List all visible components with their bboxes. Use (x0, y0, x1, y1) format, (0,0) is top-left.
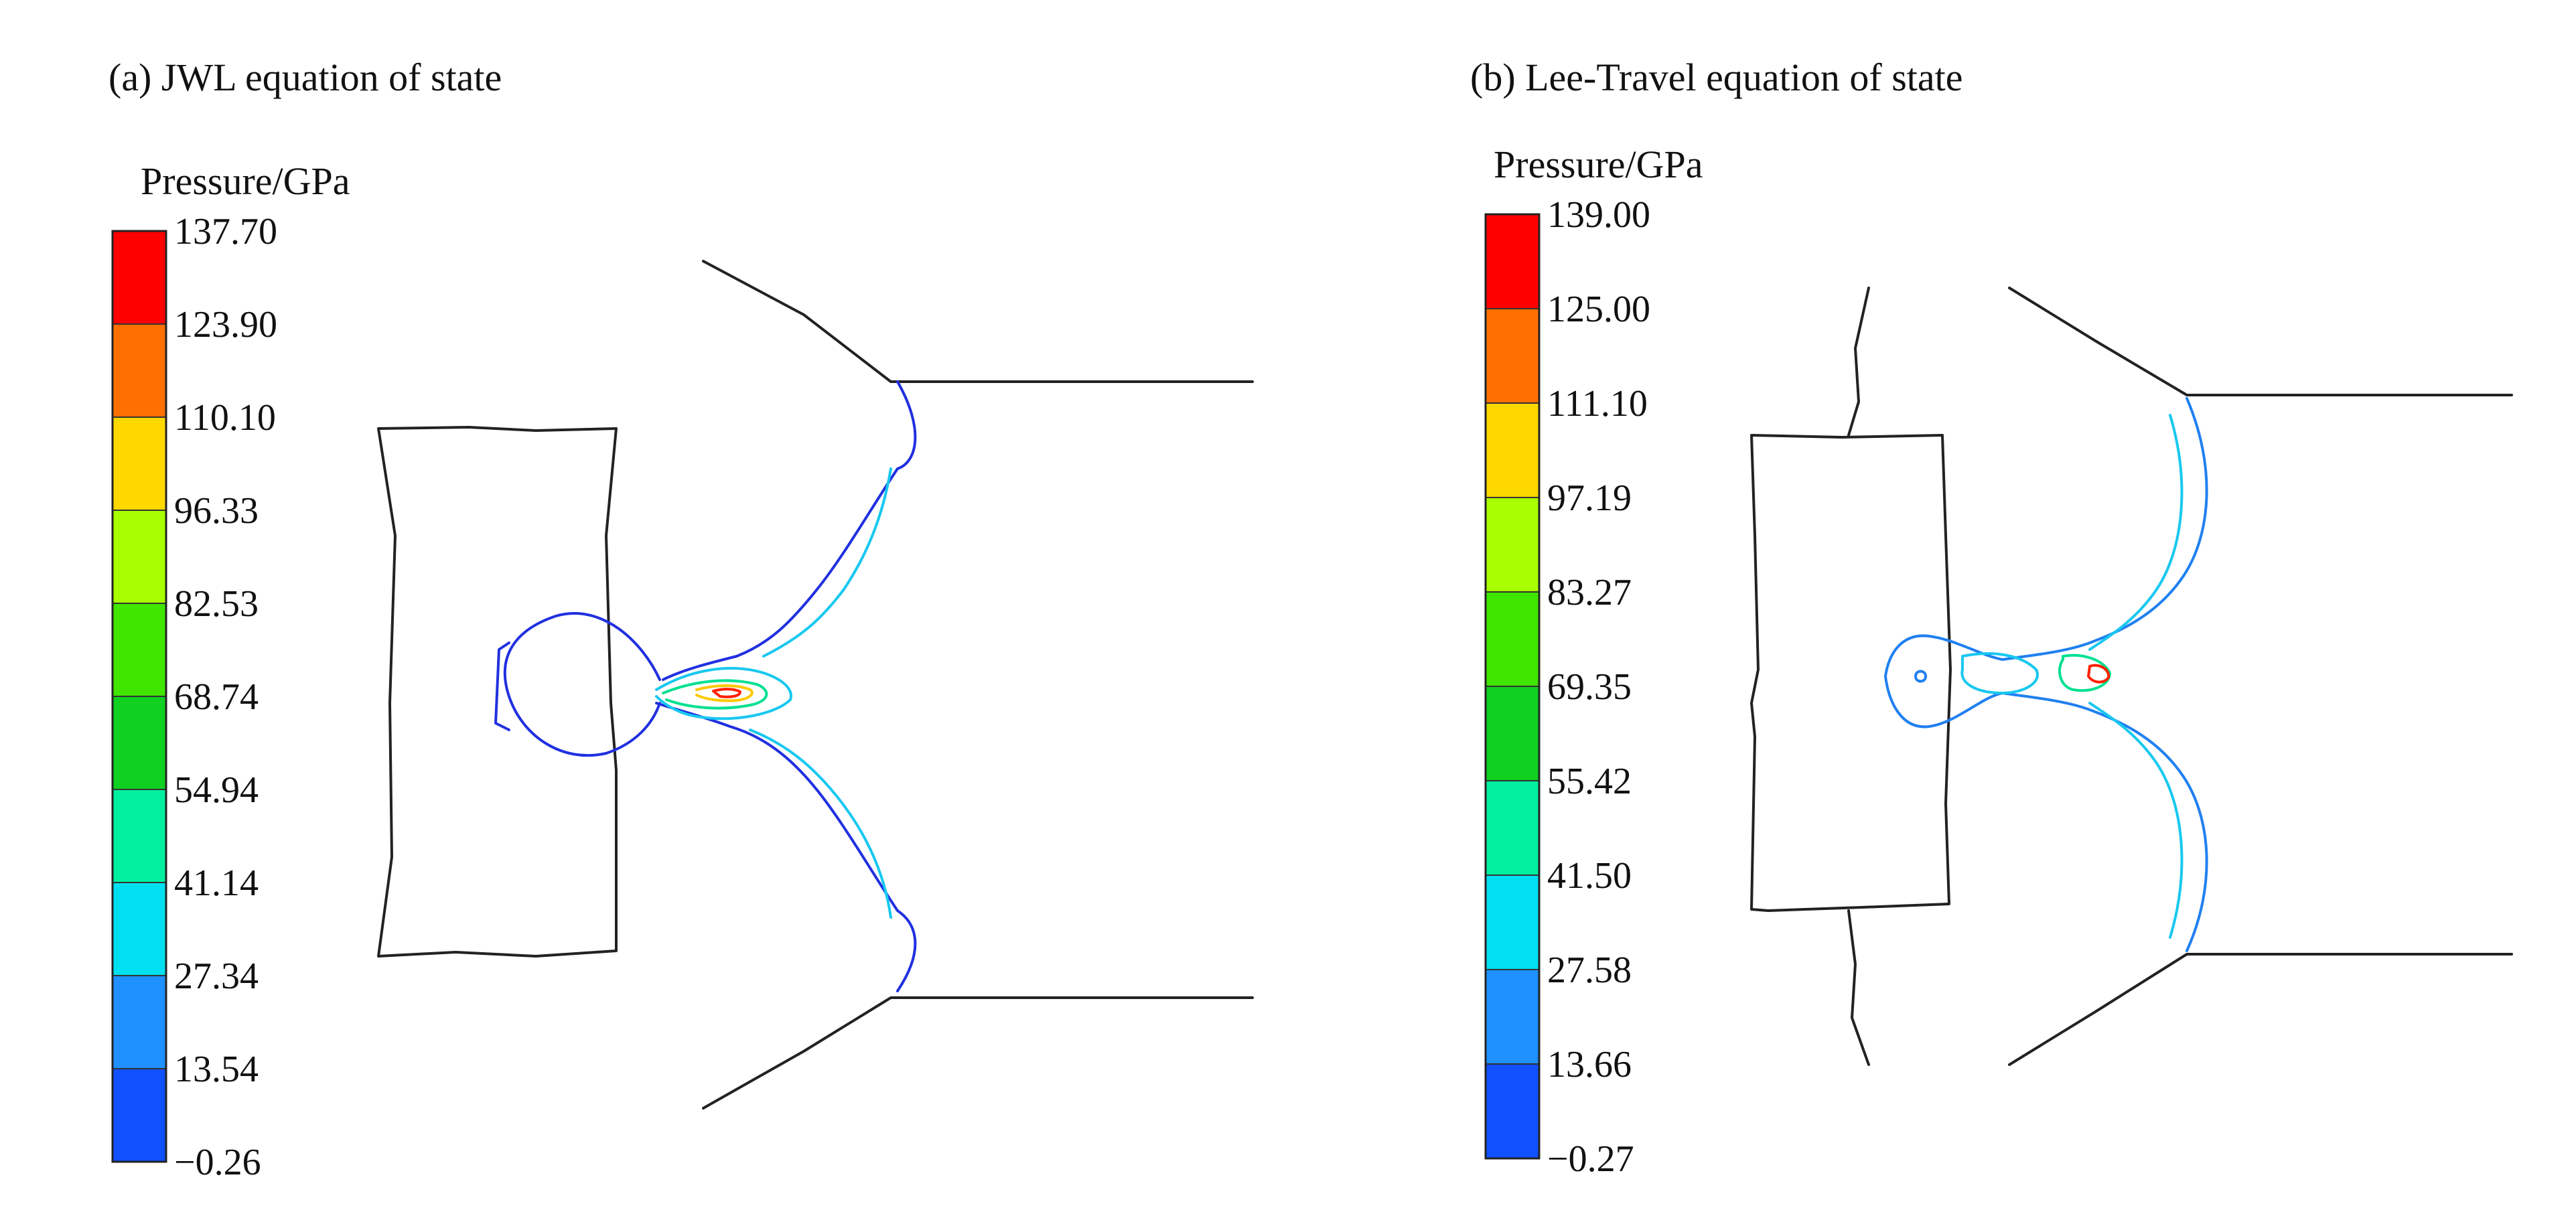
panel-b-legend-title: Pressure/GPa (1494, 143, 1703, 186)
colorbar-tick-label: −0.27 (1547, 1138, 1634, 1180)
colorbar-tick-label: 13.66 (1547, 1044, 1632, 1085)
panel-a-contour-jet-mid (662, 679, 768, 710)
panel-a-colorbar: Pressure/GPa 137.70 123.90 110.10 96.33 82.5… (111, 159, 350, 1183)
panel-a-colorbar-bands (111, 230, 167, 1163)
colorbar-band (112, 230, 167, 325)
colorbar-band (1485, 1063, 1540, 1159)
colorbar-band (112, 416, 167, 511)
panel-a-contour-upper-arm (762, 467, 892, 658)
colorbar-band (1485, 686, 1540, 781)
colorbar-band (112, 510, 167, 604)
panel-a-contour-outer-lower (655, 702, 917, 992)
panel-a-block-outline (377, 426, 618, 958)
panel-b-block-outline (1750, 434, 1952, 912)
panel-a-contour-left-lobe (503, 612, 661, 757)
colorbar-band (1485, 780, 1540, 876)
panel-b-crack-bottom (1847, 909, 1870, 1066)
panel-a-contour-jet-inner (695, 684, 754, 702)
panel-a-legend-title: Pressure/GPa (141, 159, 350, 203)
panel-b-colorbar-bands (1484, 213, 1541, 1160)
panel-a-title: (a) JWL equation of state (109, 56, 502, 99)
colorbar-tick-label: 41.50 (1547, 855, 1632, 897)
panel-a-colorbar-labels: 137.70 123.90 110.10 96.33 82.53 68.74 54.94 41… (174, 211, 277, 1183)
panel-a-contour-left-edge (494, 641, 510, 731)
colorbar-band (1485, 591, 1540, 687)
colorbar-tick-label: 125.00 (1547, 289, 1650, 330)
panel-b-title: (b) Lee-Travel equation of state (1470, 56, 1962, 99)
colorbar-tick-label: −0.26 (174, 1142, 261, 1183)
colorbar-band (1485, 214, 1540, 309)
panel-a-upper-wall (702, 260, 1254, 383)
colorbar-band (112, 323, 167, 418)
colorbar-band (1485, 308, 1540, 404)
colorbar-tick-label: 110.10 (174, 397, 276, 439)
colorbar-tick-label: 13.54 (174, 1049, 259, 1090)
panel-b-contour-outer-lower (1884, 675, 2208, 952)
colorbar-tick-label: 139.00 (1547, 194, 1650, 236)
panel-b-colorbar: Pressure/GPa 139.00 125.00 111.10 97.19 83.2… (1484, 143, 1703, 1180)
colorbar-band (112, 975, 167, 1069)
panel-b-contour-inner-lower (2088, 702, 2184, 939)
colorbar-tick-label: 27.58 (1547, 949, 1632, 991)
colorbar-band (1485, 969, 1540, 1065)
panel-b-colorbar-labels: 139.00 125.00 111.10 97.19 83.27 69.35 55.42 41… (1547, 194, 1650, 1180)
panel-a: (a) JWL equation of state Pressure/GPa 1… (109, 56, 1254, 1183)
panel-b-contour-mid (2058, 654, 2111, 692)
panel-a-contour-jet-core (712, 688, 741, 698)
colorbar-tick-label: 97.19 (1547, 477, 1632, 519)
panel-b-contour-lobe (1960, 652, 2039, 694)
panel-b-contour-core (2087, 664, 2110, 684)
colorbar-band (112, 882, 167, 976)
panel-a-contour-jet-outer (655, 667, 792, 720)
colorbar-tick-label: 27.34 (174, 956, 259, 997)
panel-b-simulation (1750, 287, 2513, 1066)
colorbar-band (112, 789, 167, 883)
panel-a-simulation (377, 260, 1254, 1110)
panel-b-contour-small-ring (1914, 670, 1927, 683)
colorbar-band (112, 1068, 167, 1162)
colorbar-tick-label: 137.70 (174, 211, 277, 252)
colorbar-tick-label: 96.33 (174, 490, 259, 532)
panel-b-contour-outer-upper (1884, 397, 2208, 678)
colorbar-tick-label: 54.94 (174, 769, 259, 811)
panel-a-contour-lower-arm (749, 729, 892, 919)
colorbar-band (112, 603, 167, 697)
colorbar-tick-label: 123.90 (174, 304, 277, 346)
colorbar-tick-label: 83.27 (1547, 572, 1632, 613)
colorbar-band (1485, 874, 1540, 970)
panel-b: (b) Lee-Travel equation of state Pressur… (1470, 56, 2513, 1180)
colorbar-frame (1484, 213, 1541, 1160)
colorbar-tick-label: 82.53 (174, 583, 259, 625)
colorbar-tick-label: 55.42 (1547, 761, 1632, 802)
colorbar-tick-label: 68.74 (174, 676, 259, 718)
panel-a-lower-wall (702, 996, 1254, 1110)
colorbar-band (1485, 402, 1540, 498)
colorbar-band (112, 696, 167, 790)
colorbar-band (1485, 497, 1540, 593)
panel-a-contour-outer-upper (662, 380, 917, 681)
colorbar-tick-label: 69.35 (1547, 666, 1632, 708)
panel-b-lower-wall (2008, 953, 2513, 1066)
colorbar-tick-label: 111.10 (1547, 383, 1648, 425)
colorbar-frame (111, 230, 167, 1163)
panel-b-upper-wall (2008, 287, 2513, 396)
panel-b-crack-top (1847, 287, 1870, 437)
panel-b-contour-inner-upper (2088, 414, 2184, 651)
colorbar-tick-label: 41.14 (174, 862, 259, 904)
